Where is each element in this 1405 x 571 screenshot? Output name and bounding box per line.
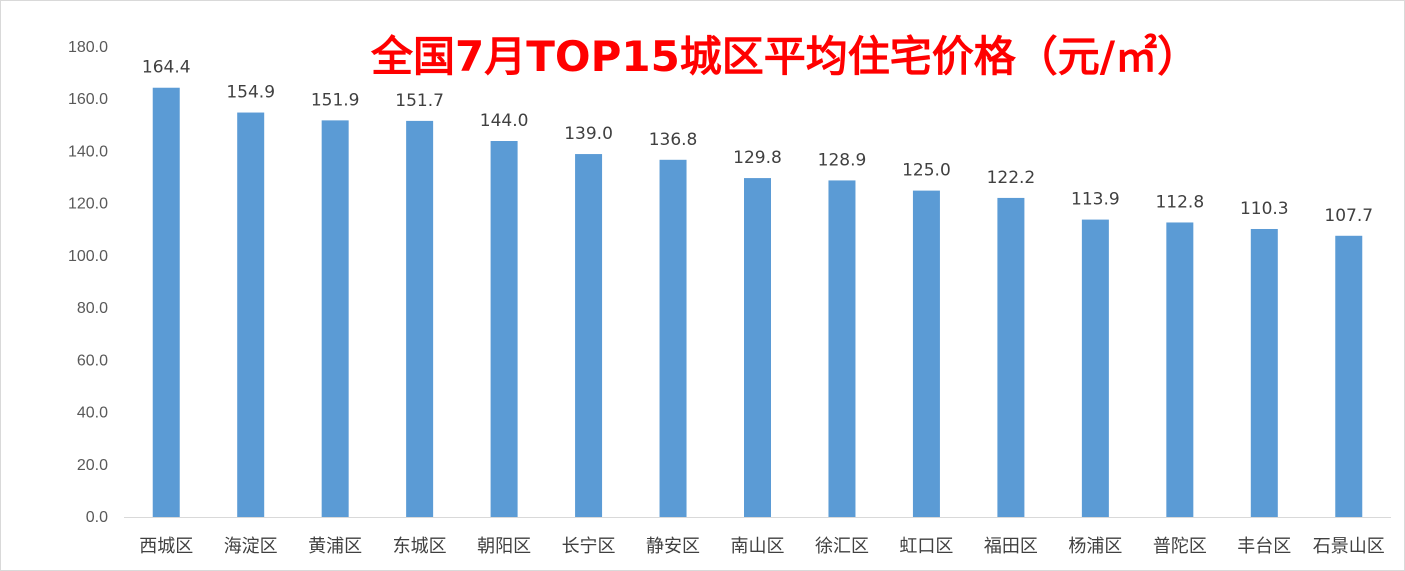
bar <box>406 120 434 518</box>
data-label: 151.9 <box>311 90 360 110</box>
bars: 164.4 154.9 151.9 151.7 144.0 139.0 136.8 129.8… <box>142 58 1373 518</box>
bar <box>997 197 1025 517</box>
data-label: 164.4 <box>142 58 191 78</box>
data-label: 125.0 <box>902 161 951 181</box>
data-label: 112.8 <box>1155 192 1204 212</box>
x-tick-label: 静安区 <box>646 536 700 557</box>
bar <box>1166 222 1194 517</box>
y-tick-label: 120.0 <box>68 196 108 213</box>
bar <box>1081 219 1109 517</box>
y-tick-label: 20.0 <box>77 457 108 474</box>
bar <box>1335 235 1363 518</box>
x-tick-label: 海淀区 <box>224 536 278 557</box>
x-tick-label: 南山区 <box>731 536 785 557</box>
chart-title: 全国7月TOP15城区平均住宅价格（元/㎡） <box>371 32 1200 81</box>
x-tick-label: 虹口区 <box>899 536 953 557</box>
y-tick-label: 100.0 <box>68 248 108 265</box>
x-tick-label: 黄浦区 <box>308 536 362 557</box>
x-tick-label: 西城区 <box>139 536 193 557</box>
data-label: 113.9 <box>1071 190 1120 210</box>
bar <box>490 141 518 517</box>
data-label: 136.8 <box>649 130 698 150</box>
data-label: 154.9 <box>226 83 275 103</box>
y-tick-label: 0.0 <box>86 509 108 526</box>
bar <box>659 159 687 518</box>
y-tick-label: 40.0 <box>77 405 108 422</box>
x-tick-label: 东城区 <box>393 536 447 557</box>
y-tick-label: 180.0 <box>68 39 108 56</box>
y-tick-label: 60.0 <box>77 352 108 369</box>
x-tick-label: 朝阳区 <box>477 536 531 557</box>
y-axis: 0.0 20.0 40.0 60.0 80.0 100.0 120.0 140.0 160.0 1… <box>68 39 108 526</box>
data-label: 110.3 <box>1240 199 1289 219</box>
data-label: 128.9 <box>818 150 867 170</box>
bar <box>575 154 603 518</box>
x-tick-label: 杨浦区 <box>1068 536 1122 557</box>
data-label: 139.0 <box>564 124 613 144</box>
bar <box>321 120 349 517</box>
y-tick-label: 160.0 <box>68 91 108 108</box>
y-tick-label: 140.0 <box>68 143 108 160</box>
data-label: 129.8 <box>733 148 782 168</box>
bar <box>152 87 180 517</box>
bar <box>744 178 771 518</box>
data-label: 151.7 <box>395 91 444 111</box>
x-tick-label: 普陀区 <box>1153 536 1207 557</box>
bar <box>237 112 265 518</box>
x-axis: 西城区 海淀区 黄浦区 东城区 朝阳区 长宁区 静安区 南山区 徐汇区 虹口区 福田区 杨浦区 普陀区 丰… <box>124 517 1391 557</box>
x-tick-label: 丰台区 <box>1237 536 1291 557</box>
x-tick-label: 徐汇区 <box>815 536 869 557</box>
data-label: 122.2 <box>987 168 1036 188</box>
bar <box>828 180 856 517</box>
bar <box>1250 228 1278 517</box>
bar <box>912 190 940 517</box>
data-label: 107.7 <box>1324 206 1373 226</box>
data-label: 144.0 <box>480 111 529 131</box>
y-tick-label: 80.0 <box>77 300 108 317</box>
x-tick-label: 长宁区 <box>562 536 616 557</box>
x-tick-label: 福田区 <box>984 536 1038 557</box>
x-tick-label: 石景山区 <box>1313 536 1385 557</box>
